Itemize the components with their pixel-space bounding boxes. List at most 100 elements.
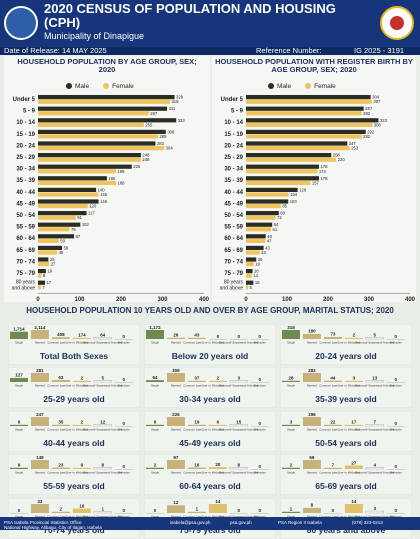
footer-office: PSA Isabela Provincial Statistics Office xyxy=(4,520,82,525)
status-label: Widowed xyxy=(76,384,88,388)
marital-bar xyxy=(30,373,49,383)
marital-value: 2 xyxy=(60,506,63,511)
marital-bar xyxy=(365,381,384,383)
data-label: 72 xyxy=(277,215,282,220)
marital-value: 0 xyxy=(122,377,125,382)
status-label: Widowed xyxy=(76,471,88,475)
female-bar xyxy=(38,99,170,104)
status-label: Single xyxy=(151,341,159,345)
age-group-label: 65-69 years old xyxy=(315,481,376,491)
status-label: Widowed xyxy=(76,427,88,431)
data-label: 8 xyxy=(43,273,46,278)
marital-bar xyxy=(187,467,206,470)
male-swatch-icon xyxy=(268,83,274,90)
marital-value: 1 xyxy=(196,506,199,511)
female-bar xyxy=(246,122,373,127)
data-label: 140 xyxy=(98,187,106,192)
female-bar xyxy=(246,192,289,197)
marital-value: 0 xyxy=(394,507,397,512)
marital-bar xyxy=(146,467,164,470)
status-label: Divorced/ Separated/ Annulled xyxy=(83,514,122,518)
category-label: Under 5 xyxy=(13,97,36,103)
marital-bar xyxy=(146,512,164,514)
marital-value: 1 xyxy=(102,506,105,511)
marital-bar xyxy=(10,331,28,339)
legend-male: Male xyxy=(268,83,291,90)
female-bar xyxy=(246,273,252,278)
marital-value: 282 xyxy=(308,368,316,373)
data-label: 50 xyxy=(60,238,65,243)
category-label: 75 - 79 xyxy=(16,271,35,277)
status-label: Unknown xyxy=(118,341,130,345)
male-bar xyxy=(246,129,366,134)
category-label: 80 years xyxy=(16,280,36,286)
male-swatch-icon xyxy=(66,83,72,90)
marital-bar xyxy=(250,382,269,383)
status-label: Divorced/ Separated/ Annulled xyxy=(355,514,394,518)
tick-label: 100 xyxy=(74,297,85,302)
category-label: and above xyxy=(220,286,244,292)
marital-bar xyxy=(166,460,185,470)
panel2-legend: Male Female xyxy=(268,83,336,90)
status-label: Single xyxy=(15,514,23,518)
marital-bar xyxy=(365,424,384,426)
data-label: 304 xyxy=(166,146,174,151)
status-label: Widowed xyxy=(76,514,88,518)
age-group-label: Total Both Sexes xyxy=(40,351,109,361)
status-label: Widowed xyxy=(76,341,88,345)
marital-value: 16 xyxy=(79,503,85,508)
female-bar xyxy=(38,157,141,162)
female-bar xyxy=(246,111,362,116)
female-bar xyxy=(246,250,260,255)
marital-value: 180 xyxy=(308,329,316,334)
data-label: 85 xyxy=(282,204,287,209)
marital-value: 8 xyxy=(311,502,314,507)
marital-bar xyxy=(386,469,405,470)
cell-background xyxy=(144,454,276,496)
marital-value: 13 xyxy=(372,376,378,381)
marital-value: 318 xyxy=(287,325,295,330)
female-bar xyxy=(246,146,350,151)
marital-bar xyxy=(229,467,248,470)
marital-bar xyxy=(187,381,206,383)
marital-bar xyxy=(187,337,206,339)
data-label: 5 xyxy=(250,285,253,290)
marital-bar xyxy=(323,380,342,383)
status-label: Single xyxy=(287,514,295,518)
marital-cell: 127 Single 281 Married 63 Common Law/Live-in 2… xyxy=(8,367,140,409)
marital-value: 43 xyxy=(194,333,200,338)
marital-value: 2 xyxy=(81,376,84,381)
status-label: Unknown xyxy=(118,384,130,388)
legend-male: Male xyxy=(66,83,89,90)
category-label: and above xyxy=(12,286,36,292)
marital-bar xyxy=(282,381,300,383)
marital-value: 196 xyxy=(308,412,316,417)
status-label: Single xyxy=(15,384,23,388)
marital-value: 23 xyxy=(58,463,64,468)
marital-value: 16 xyxy=(194,463,200,468)
marital-bar xyxy=(323,424,342,426)
status-label: Common Law/Live-in xyxy=(47,341,75,345)
marital-value: 64 xyxy=(152,375,158,380)
male-bar xyxy=(246,176,319,181)
marital-value: 15 xyxy=(236,419,242,424)
category-label: 5 - 9 xyxy=(231,109,244,115)
male-bar xyxy=(38,141,156,146)
marital-bar xyxy=(344,337,363,339)
psa-logo-icon xyxy=(4,6,38,40)
data-label: 311 xyxy=(169,106,176,111)
marital-cell: 9 Single 247 Married 35 Common Law/Live-in 2 Wi… xyxy=(8,410,140,452)
category-label: 20 - 24 xyxy=(16,143,35,149)
status-label: Widowed xyxy=(348,341,360,345)
category-label: 65 - 69 xyxy=(224,248,243,254)
marital-cell: 3 Single 196 Married 22 Common Law/Live-in 17 W… xyxy=(280,410,412,452)
marital-value: 0 xyxy=(154,507,157,512)
marital-value: 26 xyxy=(173,333,179,338)
marital-bar xyxy=(187,511,206,513)
marital-bar xyxy=(302,460,321,470)
status-label: Common Law/Live-in xyxy=(183,341,211,345)
male-bar xyxy=(38,187,97,192)
marital-bar xyxy=(10,378,28,383)
data-label: 146 xyxy=(100,199,108,204)
marital-value: 0 xyxy=(332,507,335,512)
